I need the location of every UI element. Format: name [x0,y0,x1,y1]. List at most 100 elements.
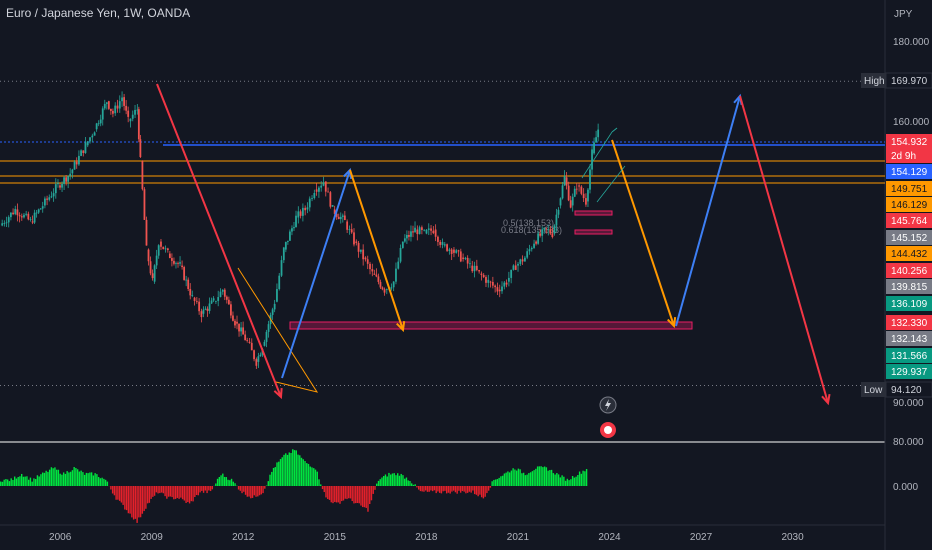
indicator-bar [321,486,324,490]
price-candle [498,289,501,292]
indicator-bar [12,479,14,486]
indicator-bar [3,479,5,486]
indicator-bar [397,473,399,486]
price-candle [410,231,412,237]
indicator-bar [106,481,109,486]
price-candle [430,228,432,231]
price-candle [71,169,74,174]
indicator-bar [71,470,74,486]
price-candle [297,211,300,218]
price-candle [489,281,492,283]
price-tag: 154.932 [886,134,932,149]
indicator-bar [132,486,135,520]
price-candle [301,207,304,216]
price-candle [597,129,600,138]
price-candle [246,340,249,341]
indicator-bar [127,486,130,514]
indicator-bar [227,479,229,486]
indicator-bar [489,486,492,488]
indicator-bar [211,486,214,490]
red-arrow-down-2028 [739,95,829,404]
indicator-bar [258,486,261,496]
price-candle [101,108,104,120]
indicator-bar [201,486,203,491]
indicator-bar [237,486,240,490]
price-candle [471,265,474,272]
price-candle [507,277,510,282]
price-candle [457,250,460,252]
indicator-bar [442,486,444,492]
indicator-bar [404,478,406,486]
indicator-bar [477,486,479,497]
indicator-bar [390,474,392,486]
price-candle [114,105,117,114]
indicator-bar [206,486,208,494]
indicator-bar [22,476,25,486]
indicator-bar [181,486,184,500]
price-candle [578,185,580,187]
indicator-bar [167,486,170,497]
indicator-bar [466,486,469,493]
indicator-bar [29,477,32,486]
lightning-icon[interactable] [599,396,617,414]
indicator-bar [64,473,67,486]
price-candle [80,150,82,156]
indicator-bar [99,478,102,486]
indicator-bar [496,479,499,486]
price-candle [446,244,448,251]
price-candle [195,300,198,302]
price-candle [295,215,297,228]
price-candle [29,219,32,220]
price-candle [437,236,439,242]
red-arrow-down-2028-head [821,393,831,406]
price-tag-value: 2d 9h [891,151,916,162]
price-candle [517,263,519,266]
orange-arrow-down-2015 [349,169,404,331]
indicator-bar [515,470,518,486]
price-tag-bg [886,315,932,330]
indicator-bar [519,469,521,486]
price-candle [399,247,402,262]
price-candle [244,334,247,341]
price-candle [12,212,14,215]
indicator-bar [209,486,212,492]
price-candle [173,260,175,264]
indicator-bar [59,473,61,486]
price-candle [153,265,156,282]
price-tag-bg [886,279,932,294]
indicator-bar [113,486,116,496]
price-candle [565,177,568,186]
indicator-bar [582,470,584,486]
indicator-bar [285,453,287,486]
price-candle [116,105,119,109]
price-candle [414,227,416,233]
indicator-bar [391,473,394,486]
indicator-bar [570,479,572,486]
indicator-bar [417,486,420,490]
price-candle [526,251,529,258]
indicator-bar [447,486,450,493]
price-candle [171,258,173,261]
indicator-bar [559,477,562,486]
indicator-bar [416,486,418,488]
price-candle [265,331,268,342]
price-candle [236,321,238,324]
indicator-bar [400,473,402,486]
indicator-bar [195,486,198,496]
indicator-bar [34,479,37,486]
indicator-bar [104,479,107,486]
indicator-bar [202,486,205,493]
price-tag-value: 146.129 [891,200,928,211]
indicator-bar [160,486,163,493]
indicator-bar [320,484,322,486]
indicator-bar [463,486,465,492]
record-icon[interactable] [600,422,616,438]
price-candle [183,267,186,280]
indicator-bar [547,470,549,486]
indicator-bar [180,486,182,498]
indicator-bar [94,473,96,486]
indicator-bar [409,481,411,486]
price-candle [432,230,435,234]
price-candle [543,227,546,230]
